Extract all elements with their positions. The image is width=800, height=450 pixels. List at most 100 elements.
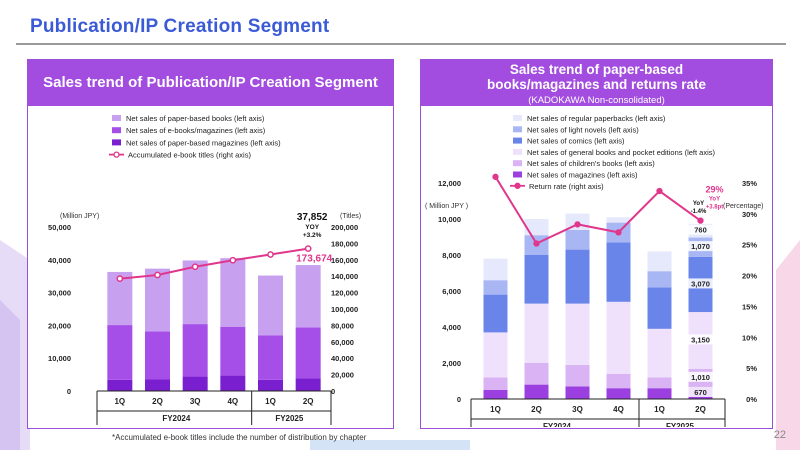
right-axis-tick: 80,000 xyxy=(331,321,354,330)
left-axis-tick: 20,000 xyxy=(48,321,71,330)
legend-swatch xyxy=(513,137,522,144)
paper-sales-chart-panel: Sales trend of paper-based books/magazin… xyxy=(420,59,773,429)
right-axis-tick: 20,000 xyxy=(331,371,354,380)
segment-value-label: 1,070 xyxy=(691,242,710,251)
bar-segment xyxy=(647,388,672,399)
bar-segment xyxy=(606,388,631,399)
bar-segment xyxy=(483,294,508,333)
left-axis-tick: 10,000 xyxy=(48,354,71,363)
rate-yoy-value: +3.8pt xyxy=(706,205,724,211)
yoy-label: YOY xyxy=(305,224,319,231)
bar-segment xyxy=(220,326,246,376)
left-axis-tick: 30,000 xyxy=(48,289,71,298)
group-label: FY2025 xyxy=(666,422,695,427)
bar-segment xyxy=(647,328,672,378)
right-axis-tick: 35% xyxy=(742,179,757,188)
segment-label-bg xyxy=(688,241,713,252)
line-point xyxy=(304,245,312,252)
line-end-label: 173,674 xyxy=(296,254,333,265)
legend-label: Net sales of paper-based books (left axi… xyxy=(126,114,265,123)
segment-label-bg xyxy=(688,224,713,235)
category-label: 4Q xyxy=(613,405,624,414)
bar-segment xyxy=(220,375,246,391)
legend-line-marker xyxy=(113,151,120,158)
bar-segment xyxy=(647,377,672,389)
total-value-label: 37,852 xyxy=(297,212,328,223)
bar-segment xyxy=(524,384,549,399)
rate-value-label: 29% xyxy=(705,185,723,195)
right-axis-tick: 120,000 xyxy=(331,289,358,298)
legend-swatch xyxy=(513,171,522,178)
bar-segment xyxy=(606,301,631,374)
line-point xyxy=(267,251,274,258)
line-point xyxy=(697,217,704,224)
segment-label-bg xyxy=(688,278,713,289)
bar-segment xyxy=(483,280,508,295)
bar-segment xyxy=(107,325,133,380)
bar-segment xyxy=(258,275,283,336)
left-axis-tick: 0 xyxy=(457,395,461,404)
legend-swatch xyxy=(513,148,522,155)
right-axis-tick: 100,000 xyxy=(331,305,358,314)
bar-segment xyxy=(524,255,549,304)
yoy-value: -1.4% xyxy=(691,209,707,215)
line-point xyxy=(615,229,622,236)
legend-swatch xyxy=(513,115,522,121)
decorative-corner-left xyxy=(0,240,30,450)
bar-segment xyxy=(524,303,549,363)
bar-segment xyxy=(647,287,672,329)
chart-subtitle: (KADOKAWA Non-consolidated) xyxy=(528,95,665,106)
right-axis-unit: (Titles) xyxy=(340,213,361,220)
left-axis-tick: 0 xyxy=(67,387,71,396)
bar-segment xyxy=(182,376,208,391)
right-axis-unit: (Percentage) xyxy=(723,203,763,210)
left-axis-unit: ( Million JPY ) xyxy=(425,203,468,210)
group-label: FY2024 xyxy=(162,414,191,423)
category-label: 1Q xyxy=(490,405,501,414)
line-point xyxy=(191,263,199,271)
legend-swatch xyxy=(112,139,121,146)
bar-segment xyxy=(295,265,321,328)
chart-title: Sales trend of paper-based books/magazin… xyxy=(421,60,772,106)
title-divider xyxy=(16,43,786,45)
bar-segment xyxy=(606,242,631,302)
segment-value-label: 3,150 xyxy=(691,335,710,344)
right-axis-tick: 160,000 xyxy=(331,256,358,265)
right-axis-tick: 200,000 xyxy=(331,223,358,232)
page-title: Publication/IP Creation Segment xyxy=(30,16,330,37)
segment-value-label: 3,070 xyxy=(691,279,710,288)
left-axis-tick: 4,000 xyxy=(442,323,461,332)
bar-segment xyxy=(524,219,549,236)
decorative-corner-right xyxy=(776,240,800,450)
paper-sales-chart: ( Million JPY ) (Percentage) 0 2,000 4,000 6,… xyxy=(425,114,763,427)
category-label: 1Q xyxy=(265,397,276,406)
left-axis-tick: 6,000 xyxy=(442,287,461,296)
yoy-value: +3.2% xyxy=(303,232,322,239)
bar-segment xyxy=(295,327,321,379)
line-point xyxy=(154,271,161,279)
legend-label: Return rate (right axis) xyxy=(529,182,604,191)
bar-segment xyxy=(483,258,508,281)
bar-segment xyxy=(565,364,590,387)
line-point xyxy=(229,256,237,264)
segment-value-label: 760 xyxy=(694,226,707,235)
legend-label: Net sales of comics (left axis) xyxy=(527,137,625,146)
line-point xyxy=(656,187,663,195)
legend-label: Accumulated e-book titles (right axis) xyxy=(128,151,251,160)
right-axis-tick: 15% xyxy=(742,302,757,311)
line-point xyxy=(116,275,124,283)
bar-segment xyxy=(220,258,246,327)
left-axis-unit: (Million JPY) xyxy=(60,213,99,220)
group-label: FY2025 xyxy=(275,414,304,423)
right-axis-tick: 25% xyxy=(742,241,757,250)
segment-sales-chart-panel: Sales trend of Publication/IP Creation S… xyxy=(27,59,394,429)
footnote: *Accumulated e-book titles include the n… xyxy=(112,433,367,442)
left-axis-tick: 40,000 xyxy=(48,256,71,265)
legend-swatch xyxy=(112,127,121,134)
legend-label: Net sales of paper-based magazines (left… xyxy=(126,138,281,147)
legend-swatch xyxy=(513,126,522,133)
chart-title-text: Sales trend of paper-based books/magazin… xyxy=(486,62,707,92)
right-axis-tick: 30% xyxy=(742,210,757,219)
right-axis-tick: 10% xyxy=(742,333,757,342)
bar-segment xyxy=(145,379,170,391)
